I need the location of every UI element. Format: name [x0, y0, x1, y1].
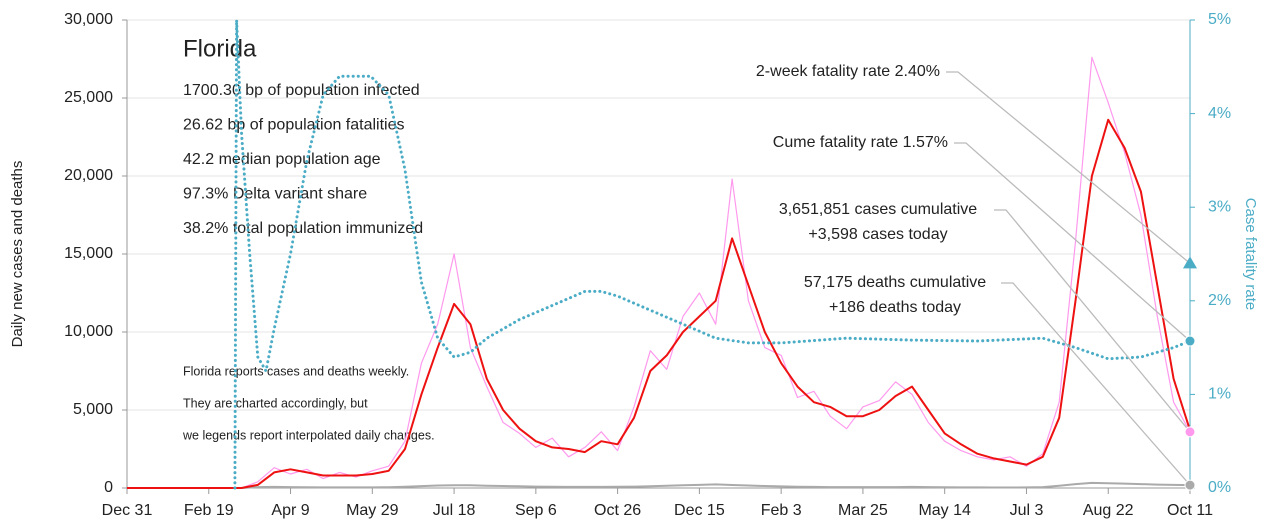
x-tick-label: Oct 11	[1167, 502, 1213, 519]
y-axis-label: Daily new cases and deaths	[9, 161, 26, 348]
leader-line	[946, 71, 1191, 264]
y2-tick-label: 0%	[1208, 479, 1231, 496]
note-line: we legends report interpolated daily cha…	[182, 428, 435, 442]
leader-line	[954, 142, 1191, 342]
series-line	[127, 56, 1191, 489]
x-tick-label: Aug 22	[1083, 502, 1134, 519]
annotation-text: 2-week fatality rate 2.40%	[756, 63, 940, 80]
annotation-marker	[1184, 479, 1196, 491]
y-tick-label: 10,000	[64, 323, 113, 340]
y-tick-label: 30,000	[64, 11, 113, 28]
leader-line	[994, 209, 1191, 433]
y-tick-label: 15,000	[64, 245, 113, 262]
x-tick-label: Feb 19	[184, 502, 234, 519]
x-tick-label: Dec 31	[102, 502, 153, 519]
chart-title: Florida	[183, 35, 257, 62]
note-line: They are charted accordingly, but	[183, 396, 368, 410]
y-tick-label: 20,000	[64, 167, 113, 184]
y-tick-label: 25,000	[64, 89, 113, 106]
annotation-marker	[1184, 335, 1196, 347]
annotation-text: 3,651,851 cases cumulative	[779, 201, 977, 218]
info-line: 26.62 bp of population fatalities	[183, 117, 405, 134]
annotation-marker	[1183, 256, 1197, 269]
info-line: 97.3% Delta variant share	[183, 186, 367, 203]
x-tick-label: Jul 18	[433, 502, 476, 519]
x-tick-label: May 14	[918, 502, 971, 519]
x-tick-label: Oct 26	[594, 502, 641, 519]
y2-axis-label: Case fatality rate	[1242, 198, 1259, 311]
info-line: 1700.30 bp of population infected	[183, 82, 420, 99]
x-tick-label: Mar 25	[838, 502, 888, 519]
annotation-marker	[1184, 426, 1196, 438]
series-line	[233, 18, 1192, 490]
series-line	[127, 118, 1191, 489]
y2-tick-label: 2%	[1208, 292, 1231, 309]
info-line: 38.2% total population immunized	[183, 220, 423, 237]
note-line: Florida reports cases and deaths weekly.	[183, 364, 409, 378]
y2-tick-label: 5%	[1208, 11, 1231, 28]
x-tick-label: Apr 9	[271, 502, 309, 519]
annotation-text: +3,598 cases today	[808, 226, 947, 243]
annotation-text: 57,175 deaths cumulative	[804, 274, 986, 291]
leader-line	[1001, 282, 1191, 486]
y-tick-label: 5,000	[73, 401, 113, 418]
y-tick-label: 0	[104, 479, 113, 496]
x-tick-label: May 29	[346, 502, 399, 519]
y2-tick-label: 4%	[1208, 105, 1231, 122]
x-tick-label: Feb 3	[761, 502, 802, 519]
y2-tick-label: 1%	[1208, 386, 1231, 403]
x-tick-label: Sep 6	[515, 502, 557, 519]
annotation-text: +186 deaths today	[829, 299, 961, 316]
y2-tick-label: 3%	[1208, 198, 1231, 215]
series-line	[127, 481, 1191, 489]
x-tick-label: Dec 15	[674, 502, 725, 519]
annotation-text: Cume fatality rate 1.57%	[773, 134, 948, 151]
x-tick-label: Jul 3	[1010, 502, 1044, 519]
info-line: 42.2 median population age	[183, 151, 381, 168]
